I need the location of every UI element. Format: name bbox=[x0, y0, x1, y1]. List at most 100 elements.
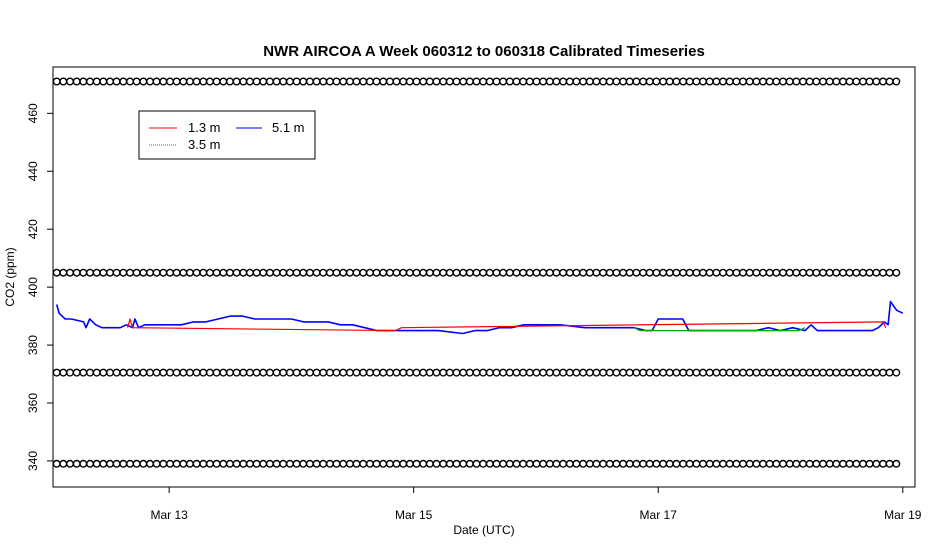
flag-marker bbox=[432, 268, 441, 277]
flag-marker bbox=[65, 77, 74, 86]
flag-marker bbox=[599, 77, 608, 86]
flag-marker bbox=[832, 77, 841, 86]
flag-marker bbox=[565, 268, 574, 277]
flag-marker bbox=[872, 77, 881, 86]
flag-marker bbox=[385, 77, 394, 86]
flag-marker bbox=[119, 77, 128, 86]
flag-marker bbox=[825, 77, 834, 86]
flag-marker bbox=[352, 459, 361, 468]
flag-marker bbox=[319, 459, 328, 468]
y-axis-label: CO2 (ppm) bbox=[3, 247, 17, 306]
flag-marker bbox=[525, 459, 534, 468]
flag-marker bbox=[545, 268, 554, 277]
flag-marker bbox=[545, 459, 554, 468]
flag-marker bbox=[605, 77, 614, 86]
flag-marker bbox=[519, 459, 528, 468]
flag-marker bbox=[732, 268, 741, 277]
flag-marker bbox=[492, 459, 501, 468]
flag-marker bbox=[799, 459, 808, 468]
flag-marker bbox=[232, 368, 241, 377]
flag-marker bbox=[399, 77, 408, 86]
flag-marker bbox=[765, 368, 774, 377]
flag-marker bbox=[92, 77, 101, 86]
flag-marker bbox=[439, 77, 448, 86]
flag-marker bbox=[492, 268, 501, 277]
flag-marker bbox=[345, 268, 354, 277]
flag-marker bbox=[312, 459, 321, 468]
flag-marker bbox=[805, 459, 814, 468]
flag-markers bbox=[52, 77, 901, 468]
flag-marker bbox=[72, 268, 81, 277]
flag-marker bbox=[252, 368, 261, 377]
flag-marker bbox=[892, 459, 901, 468]
flag-marker bbox=[605, 368, 614, 377]
flag-marker bbox=[305, 268, 314, 277]
flag-marker bbox=[425, 368, 434, 377]
flag-marker bbox=[52, 268, 61, 277]
flag-marker bbox=[539, 268, 548, 277]
flag-marker bbox=[825, 368, 834, 377]
flag-marker bbox=[752, 459, 761, 468]
flag-marker bbox=[459, 268, 468, 277]
flag-marker bbox=[72, 459, 81, 468]
flag-marker bbox=[139, 459, 148, 468]
flag-marker bbox=[552, 459, 561, 468]
flag-marker bbox=[772, 459, 781, 468]
flag-marker bbox=[472, 368, 481, 377]
flag-marker bbox=[465, 268, 474, 277]
flag-marker bbox=[892, 268, 901, 277]
flag-marker bbox=[432, 459, 441, 468]
flag-marker bbox=[145, 459, 154, 468]
flag-marker bbox=[705, 368, 714, 377]
legend-label-5-1m: 5.1 m bbox=[272, 120, 305, 135]
flag-marker bbox=[539, 368, 548, 377]
flag-marker bbox=[445, 459, 454, 468]
flag-marker bbox=[179, 268, 188, 277]
flag-marker bbox=[265, 268, 274, 277]
flag-marker bbox=[359, 368, 368, 377]
flag-marker bbox=[785, 77, 794, 86]
flag-marker bbox=[405, 459, 414, 468]
flag-marker bbox=[132, 368, 141, 377]
flag-marker bbox=[339, 268, 348, 277]
flag-marker bbox=[319, 268, 328, 277]
flag-marker bbox=[492, 77, 501, 86]
flag-marker bbox=[712, 459, 721, 468]
flag-marker bbox=[572, 268, 581, 277]
flag-marker bbox=[745, 459, 754, 468]
flag-marker bbox=[512, 268, 521, 277]
flag-marker bbox=[865, 77, 874, 86]
flag-marker bbox=[219, 77, 228, 86]
flag-marker bbox=[745, 268, 754, 277]
flag-marker bbox=[179, 77, 188, 86]
flag-marker bbox=[99, 368, 108, 377]
flag-marker bbox=[165, 268, 174, 277]
flag-marker bbox=[392, 368, 401, 377]
flag-marker bbox=[745, 77, 754, 86]
flag-marker bbox=[585, 459, 594, 468]
flag-marker bbox=[239, 77, 248, 86]
flag-marker bbox=[639, 77, 648, 86]
flag-marker bbox=[205, 368, 214, 377]
flag-marker bbox=[559, 459, 568, 468]
flag-marker bbox=[479, 368, 488, 377]
flag-marker bbox=[439, 268, 448, 277]
flag-marker bbox=[359, 77, 368, 86]
flag-marker bbox=[859, 268, 868, 277]
flag-marker bbox=[685, 368, 694, 377]
flag-marker bbox=[585, 368, 594, 377]
flag-marker bbox=[779, 368, 788, 377]
flag-marker bbox=[525, 368, 534, 377]
flag-marker bbox=[245, 268, 254, 277]
flag-marker bbox=[839, 368, 848, 377]
flag-marker bbox=[792, 459, 801, 468]
flag-marker bbox=[252, 459, 261, 468]
flag-marker bbox=[205, 77, 214, 86]
flag-marker bbox=[632, 459, 641, 468]
flag-marker bbox=[432, 368, 441, 377]
flag-marker bbox=[265, 77, 274, 86]
flag-marker bbox=[485, 77, 494, 86]
flag-marker bbox=[532, 459, 541, 468]
flag-marker bbox=[699, 459, 708, 468]
